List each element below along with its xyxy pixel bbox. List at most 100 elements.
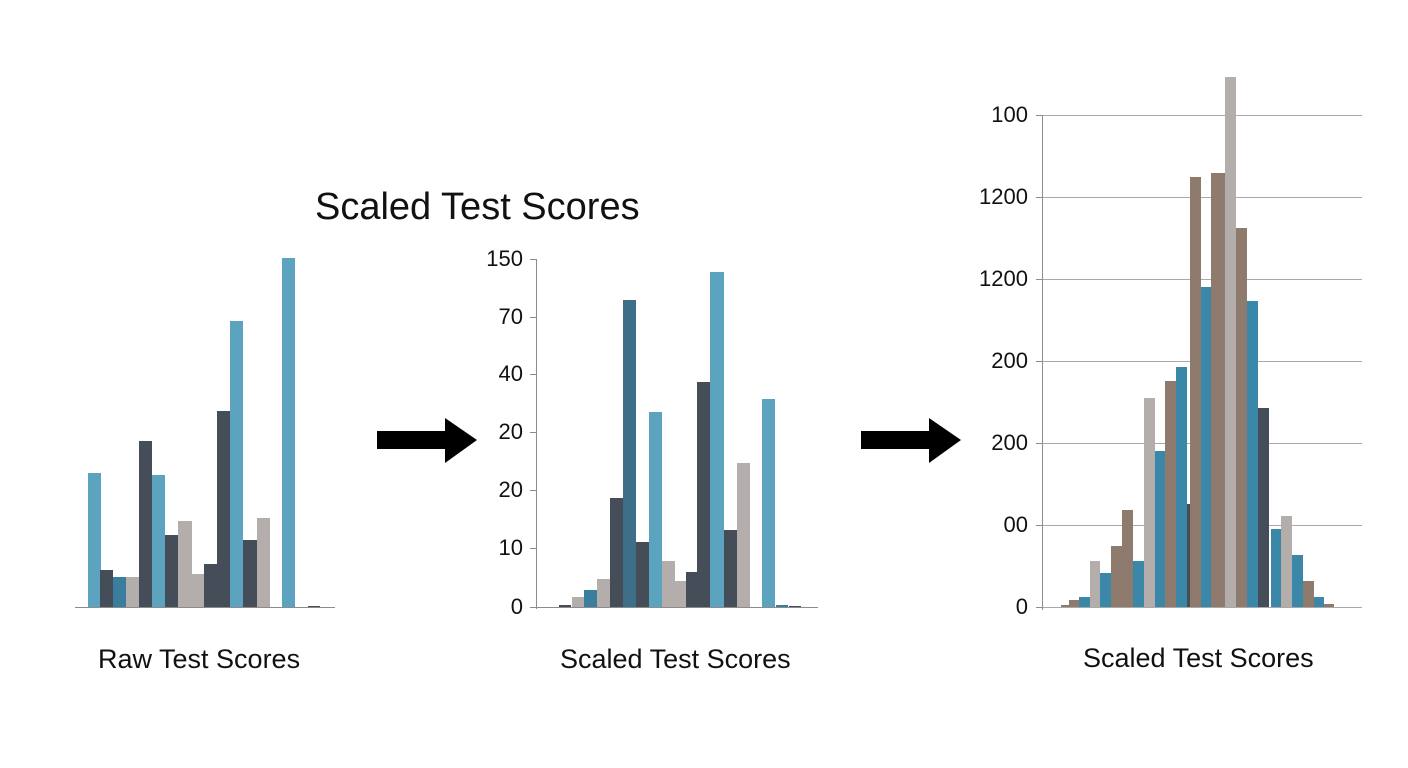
y-tick-label: 200: [991, 430, 1028, 455]
bar: [282, 258, 295, 607]
bar: [204, 564, 217, 607]
bar: [100, 570, 113, 607]
bar: [559, 605, 571, 607]
bar: [1061, 605, 1069, 607]
bar: [686, 572, 698, 607]
bar: [623, 300, 636, 607]
bar: [243, 540, 257, 607]
grid-line: [1042, 279, 1362, 280]
bar: [1144, 398, 1155, 607]
y-tick-label: 70: [498, 304, 523, 329]
bar: [308, 606, 320, 607]
y-tick: [530, 432, 536, 433]
y-tick-label: 20: [498, 477, 523, 502]
bar: [1236, 228, 1247, 607]
bar: [1292, 555, 1303, 607]
panel-scaled-scores-2: 100 1200 1200 200 200 00 0 Scaled Test S…: [0, 0, 1362, 673]
x-axis-label-raw: Raw Test Scores: [98, 644, 301, 674]
bar: [1211, 173, 1225, 607]
bar: [697, 382, 710, 607]
bar: [230, 321, 243, 607]
grid-line: [1042, 607, 1362, 608]
bar: [1324, 604, 1334, 607]
y-tick-label: 10: [498, 535, 523, 560]
bar: [1122, 510, 1133, 607]
y-tick: [1036, 525, 1042, 526]
bar: [1187, 504, 1190, 607]
bar: [113, 577, 126, 607]
x-axis-label-scaled-2: Scaled Test Scores: [1083, 643, 1314, 673]
y-tick: [1036, 361, 1042, 362]
bar: [662, 561, 675, 607]
bar: [1176, 367, 1187, 607]
x-axis-raw: [75, 607, 335, 608]
bar: [1281, 516, 1292, 607]
panel-raw-scores: Raw Test Scores: [0, 0, 335, 674]
bar: [649, 412, 662, 607]
y-tick: [1036, 443, 1042, 444]
bar: [636, 542, 649, 607]
y-tick-label: 100: [991, 102, 1028, 127]
y-tick: [530, 317, 536, 318]
y-tick-label: 0: [510, 594, 523, 619]
y-tick-label: 150: [486, 246, 523, 271]
bar: [1155, 451, 1165, 607]
y-tick: [530, 259, 536, 260]
bar: [1201, 287, 1211, 607]
bar: [737, 463, 750, 607]
bar: [139, 441, 152, 607]
bar: [762, 399, 775, 607]
bar: [1165, 381, 1176, 607]
y-tick-label: 1200: [979, 184, 1028, 209]
bar: [1100, 573, 1111, 607]
bar: [776, 605, 788, 607]
bar: [675, 581, 686, 607]
y-tick-label: 200: [991, 348, 1028, 373]
bar: [165, 535, 178, 607]
bar: [572, 597, 585, 607]
y-tick-label: 40: [498, 361, 523, 386]
y-tick: [1036, 279, 1042, 280]
bar: [1079, 597, 1090, 607]
y-axis-scaled-1: [536, 259, 537, 609]
y-tick: [1036, 115, 1042, 116]
bar: [789, 606, 801, 607]
y-tick-label: 1200: [979, 266, 1028, 291]
bar: [597, 579, 610, 607]
bar: [1133, 561, 1144, 607]
bar: [1258, 408, 1269, 607]
bar: [257, 518, 270, 607]
bar: [724, 530, 737, 607]
bar: [152, 475, 165, 607]
arrow-right-icon: [861, 418, 961, 463]
bar: [1225, 77, 1236, 607]
y-tick: [530, 374, 536, 375]
bar: [1303, 581, 1314, 607]
y-tick-label: 20: [498, 419, 523, 444]
bar: [1247, 301, 1258, 607]
bar: [610, 498, 623, 607]
bar: [88, 473, 101, 607]
panel-scaled-scores-1: 150 70 40 20 20 10 0 Scaled Test Scores: [0, 0, 818, 674]
bar: [192, 574, 204, 607]
bar: [710, 272, 724, 607]
x-axis-label-scaled-1: Scaled Test Scores: [560, 644, 791, 674]
bar: [1271, 529, 1281, 607]
bar: [1314, 597, 1324, 607]
grid-line: [1042, 197, 1362, 198]
arrow-right-icon: [377, 418, 477, 463]
bar: [217, 411, 230, 607]
y-tick: [1036, 607, 1042, 608]
y-tick: [530, 490, 536, 491]
chart-title: Scaled Test Scores: [315, 186, 640, 228]
y-tick: [530, 607, 536, 608]
bar: [584, 590, 597, 607]
grid-line: [1042, 115, 1362, 116]
y-tick-label: 0: [1015, 594, 1028, 619]
bar: [1190, 177, 1201, 607]
bar: [178, 521, 192, 607]
y-tick: [530, 548, 536, 549]
bar: [126, 577, 139, 607]
bar: [1111, 546, 1122, 607]
y-axis-scaled-2: [1042, 115, 1043, 610]
